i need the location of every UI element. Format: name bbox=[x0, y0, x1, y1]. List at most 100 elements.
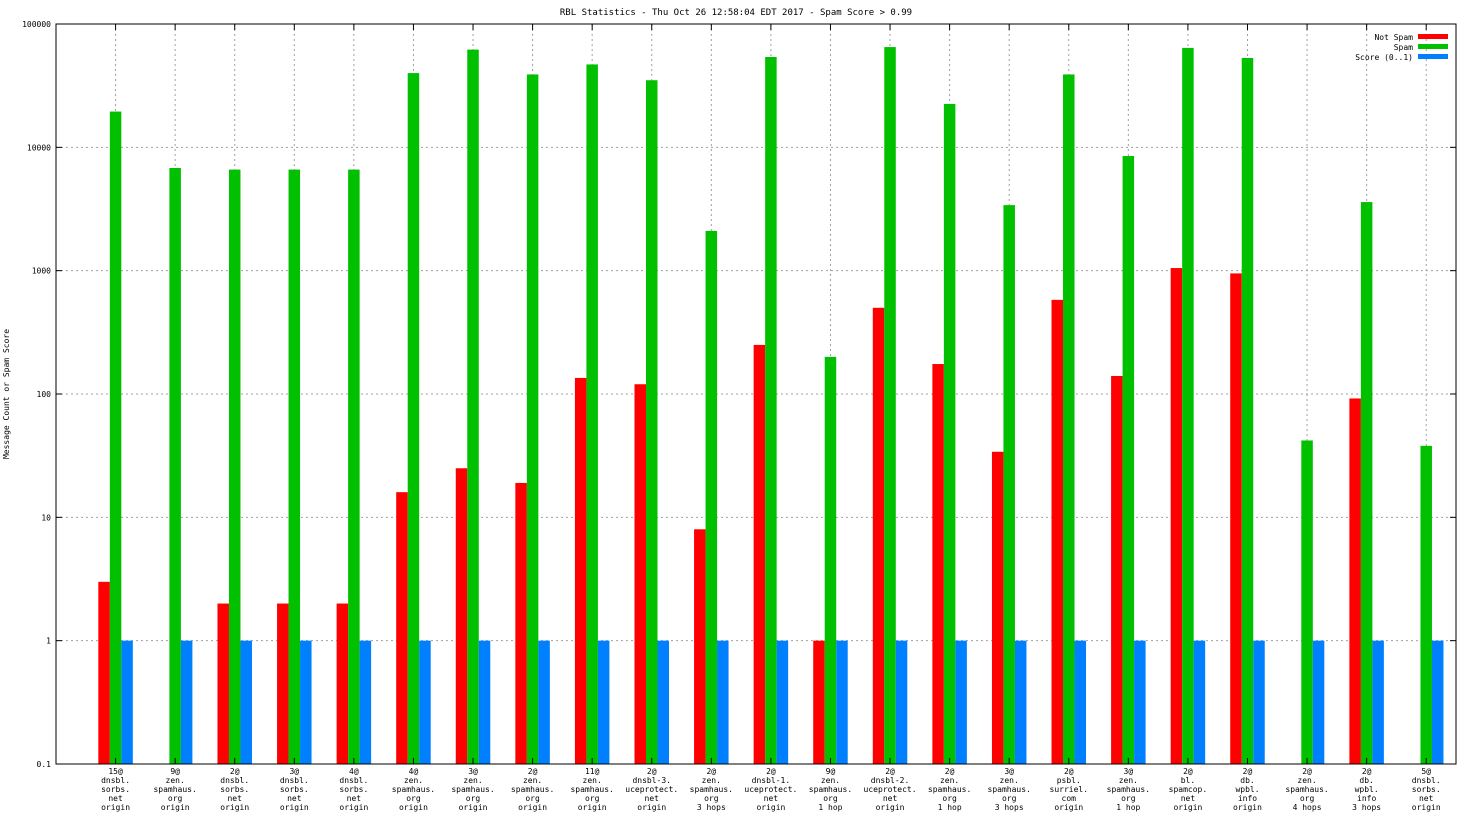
x-tick-label-line: 3@ bbox=[468, 767, 478, 776]
bar-score-0-1 bbox=[1014, 640, 1027, 764]
bars-layer bbox=[98, 47, 1444, 765]
bar-score-0-1 bbox=[300, 640, 312, 764]
legend-label: Score (0..1) bbox=[1355, 53, 1413, 62]
bar-score-0-1 bbox=[359, 640, 372, 764]
x-tick-label-line: origin bbox=[220, 803, 249, 812]
y-tick-label: 0.1 bbox=[37, 760, 52, 769]
bar-score-0-1 bbox=[776, 640, 789, 764]
bar-score-0-1 bbox=[1372, 640, 1384, 764]
bar-not-spam bbox=[694, 529, 706, 764]
x-tick-label-line: uceprotect. bbox=[864, 785, 917, 794]
x-tick-label-line: net bbox=[883, 794, 898, 803]
bar-score-0-1 bbox=[240, 640, 252, 764]
x-tick-label-line: zen. bbox=[404, 776, 423, 785]
x-tick-label-line: 1 hop bbox=[938, 803, 962, 812]
x-tick-label-line: spamhaus. bbox=[392, 785, 435, 794]
x-tick-label-line: net bbox=[108, 794, 123, 803]
x-tick-label-line: net bbox=[287, 794, 302, 803]
x-tick-label-line: origin bbox=[339, 803, 368, 812]
x-tick-label-line: org bbox=[406, 794, 421, 803]
x-tick-label-line: 3@ bbox=[1004, 767, 1014, 776]
x-tick-label: 5@ dnsbl. sorbs. net origin bbox=[1412, 767, 1441, 812]
x-tick-label-line: org bbox=[1121, 794, 1136, 803]
bar-spam bbox=[1241, 58, 1254, 764]
x-tick-label-line: uceprotect. bbox=[744, 785, 797, 794]
x-tick-label-line: org bbox=[1300, 794, 1315, 803]
x-tick-label-line: dnsbl. bbox=[1412, 776, 1441, 785]
x-tick-label-line: psbl. bbox=[1057, 776, 1081, 785]
x-tick-label-line: 2@ bbox=[706, 767, 716, 776]
x-tick-label: 15@ dnsbl. sorbs. net origin bbox=[101, 767, 130, 812]
x-tick-label-line: 2@ bbox=[1302, 767, 1312, 776]
x-tick-label-line: org bbox=[1002, 794, 1017, 803]
x-tick-label-line: wpbl. bbox=[1235, 785, 1259, 794]
x-tick-label: 3@ zen. spamhaus. org 1 hop bbox=[1107, 767, 1150, 812]
x-tick-label-line: zen. bbox=[1000, 776, 1019, 785]
x-tick-label-line: net bbox=[1419, 794, 1434, 803]
bar-score-0-1 bbox=[121, 640, 133, 764]
x-tick-label-line: origin bbox=[578, 803, 607, 812]
x-tick-label-line: net bbox=[227, 794, 242, 803]
bar-score-0-1 bbox=[1074, 640, 1087, 764]
legend-label: Not Spam bbox=[1374, 33, 1413, 42]
x-tick-label-line: origin bbox=[876, 803, 905, 812]
x-tick-label-line: spamhaus. bbox=[1107, 785, 1150, 794]
x-tick-label-line: zen. bbox=[463, 776, 482, 785]
x-tick-label-line: 5@ bbox=[1421, 767, 1431, 776]
bar-score-0-1 bbox=[1431, 640, 1444, 764]
x-tick-label-line: 9@ bbox=[826, 767, 836, 776]
bar-spam bbox=[705, 230, 718, 765]
x-tick-label-line: org bbox=[585, 794, 600, 803]
bar-score-0-1 bbox=[478, 640, 491, 764]
bar-not-spam bbox=[1230, 273, 1242, 764]
x-tick-label-line: zen. bbox=[523, 776, 542, 785]
bar-spam bbox=[1360, 202, 1373, 764]
x-tick-label-line: dnsbl. bbox=[339, 776, 368, 785]
x-tick-label-line: origin bbox=[280, 803, 309, 812]
x-tick-label-line: 2@ bbox=[766, 767, 776, 776]
x-tick-label-line: dnsbl-2. bbox=[871, 776, 910, 785]
x-tick-label-line: org bbox=[525, 794, 540, 803]
x-tick-label-line: spamhaus. bbox=[809, 785, 852, 794]
x-tick-label-line: zen. bbox=[821, 776, 840, 785]
x-tick-label-line: origin bbox=[101, 803, 130, 812]
x-tick-label-line: info bbox=[1238, 794, 1257, 803]
x-tick-label: 2@ zen. spamhaus. org 1 hop bbox=[928, 767, 971, 812]
bar-spam bbox=[526, 74, 539, 764]
x-tick-label-line: spamhaus. bbox=[570, 785, 613, 794]
x-tick-label: 2@ zen. spamhaus. org 4 hops bbox=[1285, 767, 1328, 812]
bar-spam bbox=[169, 167, 181, 764]
bar-spam bbox=[824, 356, 837, 764]
x-tick-label-line: org bbox=[466, 794, 481, 803]
bar-not-spam bbox=[515, 482, 527, 764]
x-tick-label-line: 2@ bbox=[647, 767, 657, 776]
x-tick-label-line: spamhaus. bbox=[153, 785, 196, 794]
x-tick-label-line: spamhaus. bbox=[451, 785, 494, 794]
x-tick-label-line: origin bbox=[637, 803, 666, 812]
x-tick-label-line: surriel. bbox=[1050, 785, 1089, 794]
y-tick-label: 1 bbox=[46, 637, 51, 646]
bar-score-0-1 bbox=[1312, 640, 1325, 764]
x-tick-label-line: 2@ bbox=[1362, 767, 1372, 776]
x-tick-label-line: origin bbox=[161, 803, 190, 812]
x-tick-label-line: org bbox=[942, 794, 957, 803]
bar-not-spam bbox=[991, 451, 1004, 764]
y-tick-label: 10000 bbox=[27, 143, 51, 152]
bar-spam bbox=[1063, 74, 1075, 764]
bar-score-0-1 bbox=[657, 640, 669, 764]
x-tick-label-line: zen. bbox=[1119, 776, 1138, 785]
bar-spam bbox=[348, 169, 360, 764]
x-tick-label-line: origin bbox=[1233, 803, 1262, 812]
x-tick-label-line: zen. bbox=[1297, 776, 1316, 785]
x-tick-label-line: dnsbl-1. bbox=[752, 776, 791, 785]
legend-swatch bbox=[1418, 44, 1448, 49]
bar-spam bbox=[645, 80, 658, 764]
bar-not-spam bbox=[932, 364, 944, 764]
x-tick-label: 3@ dnsbl. sorbs. net origin bbox=[280, 767, 309, 812]
x-tick-label-line: spamhaus. bbox=[1285, 785, 1328, 794]
x-tick-label: 2@ db. wpbl. info 3 hops bbox=[1352, 767, 1381, 812]
bar-not-spam bbox=[217, 603, 229, 764]
legend-swatch bbox=[1418, 34, 1448, 39]
x-tick-label-line: zen. bbox=[702, 776, 721, 785]
